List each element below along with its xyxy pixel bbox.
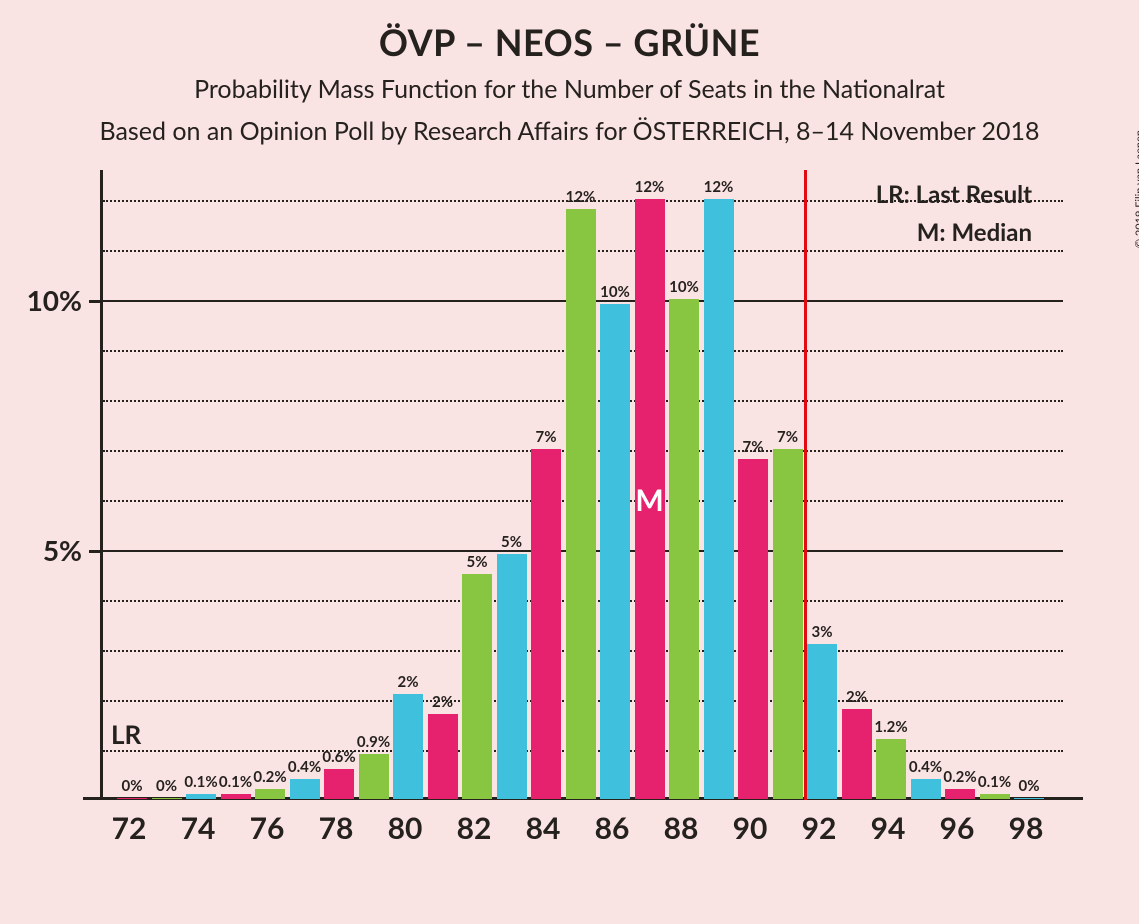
bar: [807, 644, 837, 799]
bar: [773, 449, 803, 799]
bar-value-label: 0.2%: [253, 768, 286, 786]
x-axis-label: 72: [112, 810, 147, 846]
x-axis-label: 82: [457, 810, 492, 846]
bar: [428, 714, 458, 799]
chart-subtitle-2: Based on an Opinion Poll by Research Aff…: [0, 116, 1139, 146]
bar: [704, 199, 734, 799]
bar-value-label: 0.9%: [357, 733, 390, 751]
bar-value-label: 2%: [846, 688, 867, 706]
bar-value-label: 0%: [156, 777, 177, 795]
bar-value-label: 2%: [432, 693, 453, 711]
lr-marker: LR: [111, 718, 141, 750]
bar-value-label: 0.1%: [978, 773, 1011, 791]
chart-title: ÖVP – NEOS – GRÜNE: [0, 20, 1139, 64]
bar: [738, 459, 768, 799]
bar-value-label: 7%: [743, 438, 764, 456]
bar-value-label: 0.2%: [943, 768, 976, 786]
plot-region: LR: Last Result M: Median 5%10%0%0%0.1%0…: [100, 170, 1060, 800]
bar: [117, 798, 147, 799]
x-axis-label: 80: [388, 810, 423, 846]
bar: [290, 779, 320, 799]
x-axis-label: 94: [871, 810, 906, 846]
bar-value-label: 3%: [812, 623, 833, 641]
bar-value-label: 1.2%: [874, 718, 907, 736]
bar-value-label: 0.4%: [288, 758, 321, 776]
legend: LR: Last Result M: Median: [876, 176, 1032, 253]
bar-value-label: 0.1%: [184, 773, 217, 791]
chart-subtitle-1: Probability Mass Function for the Number…: [0, 74, 1139, 104]
bar: [324, 769, 354, 799]
bar-value-label: 12%: [704, 178, 734, 196]
y-axis-label: 5%: [43, 533, 82, 567]
x-axis-label: 90: [733, 810, 768, 846]
bar: [152, 798, 182, 799]
bar-value-label: 0.1%: [219, 773, 252, 791]
bar: [1014, 798, 1044, 799]
y-tick: [89, 550, 103, 553]
chart-area: LR: Last Result M: Median 5%10%0%0%0.1%0…: [100, 170, 1100, 850]
chart-titles: ÖVP – NEOS – GRÜNE Probability Mass Func…: [0, 0, 1139, 146]
bar-value-label: 10%: [669, 278, 699, 296]
bar-value-label: 0.6%: [322, 748, 355, 766]
bar-value-label: 12%: [635, 178, 665, 196]
bar-value-label: 12%: [566, 188, 596, 206]
bar: [911, 779, 941, 799]
bar: [359, 754, 389, 799]
copyright-text: © 2019 Filip van Laenen: [1133, 130, 1139, 248]
bar-value-label: 5%: [501, 533, 522, 551]
bar-value-label: 0.4%: [909, 758, 942, 776]
legend-m: M: Median: [876, 214, 1032, 252]
bar: [600, 304, 630, 799]
x-axis-label: 76: [250, 810, 285, 846]
x-axis-label: 98: [1009, 810, 1044, 846]
bar-value-label: 0%: [122, 777, 143, 795]
x-axis-label: 96: [940, 810, 975, 846]
bar: [876, 739, 906, 799]
median-marker: M: [635, 482, 663, 518]
bar: [462, 574, 492, 799]
bar-value-label: 0%: [1019, 777, 1040, 795]
bar: [566, 209, 596, 799]
bar: [531, 449, 561, 799]
bar-value-label: 10%: [600, 283, 630, 301]
bar-value-label: 5%: [467, 553, 488, 571]
bar: [393, 694, 423, 799]
bar: [186, 794, 216, 799]
bar: [842, 709, 872, 799]
x-axis-label: 78: [319, 810, 354, 846]
lr-line: [804, 170, 807, 800]
bar: [497, 554, 527, 799]
x-axis-label: 88: [664, 810, 699, 846]
legend-lr: LR: Last Result: [876, 176, 1032, 214]
bar: [980, 794, 1010, 799]
x-axis-label: 74: [181, 810, 216, 846]
y-axis-label: 10%: [27, 283, 82, 317]
x-axis-label: 84: [526, 810, 561, 846]
bar: [255, 789, 285, 799]
bar-value-label: 7%: [536, 428, 557, 446]
bar-value-label: 7%: [777, 428, 798, 446]
bar: [669, 299, 699, 799]
bar: [221, 794, 251, 799]
x-axis-label: 86: [595, 810, 630, 846]
bar: [945, 789, 975, 799]
bar-value-label: 2%: [398, 673, 419, 691]
y-tick: [89, 300, 103, 303]
x-axis-label: 92: [802, 810, 837, 846]
